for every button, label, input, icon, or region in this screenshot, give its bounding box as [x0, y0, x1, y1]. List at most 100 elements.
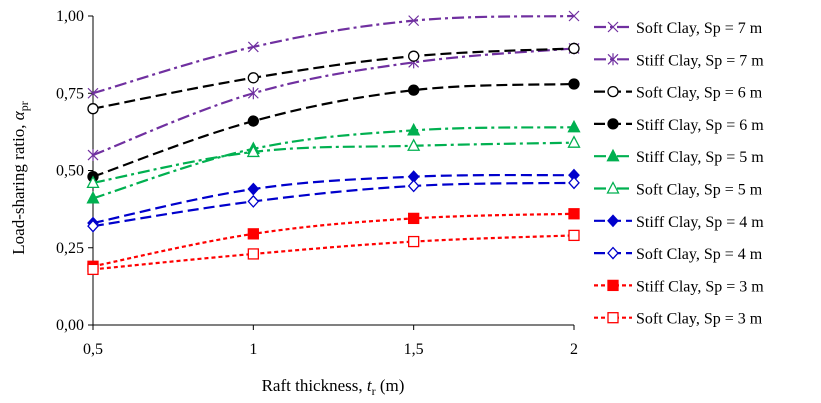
legend-label: Soft Clay, Sp = 4 m [636, 246, 763, 263]
data-point [86, 190, 100, 204]
series-line [92, 173, 575, 225]
data-point [247, 182, 260, 196]
x-axis-title-main: Raft thickness, [262, 376, 367, 395]
y-axis-title-sub: pr [17, 101, 31, 111]
legend-item: Stiff Clay, Sp = 3 m [594, 278, 764, 295]
data-point [87, 87, 99, 99]
legend-item: Soft Clay, Sp = 6 m [594, 85, 763, 102]
data-point [87, 263, 99, 276]
data-point [246, 144, 260, 158]
y-tick-label: 0,00 [56, 317, 84, 334]
data-point [568, 208, 580, 220]
series [86, 119, 581, 204]
data-point [607, 21, 619, 33]
legend-label: Soft Clay, Sp = 3 m [636, 311, 763, 328]
legend-label: Stiff Clay, Sp = 5 m [636, 149, 764, 166]
legend-item: Soft Clay, Sp = 4 m [594, 246, 763, 263]
data-point [568, 42, 580, 55]
data-point [87, 149, 99, 162]
legend-label: Stiff Clay, Sp = 6 m [636, 117, 764, 134]
data-point [247, 72, 259, 84]
legend-label: Stiff Clay, Sp = 3 m [636, 278, 764, 295]
y-axis-title-main: Load-sharing ratio, [9, 120, 28, 255]
data-point [567, 135, 581, 148]
axis-ticks: 0,00 0,25 0,50 0,75 1,00 0,5 1 1,5 2 [56, 8, 578, 358]
x-axis-title-unit: (m) [376, 376, 405, 395]
data-point [407, 179, 420, 193]
data-point [607, 214, 619, 228]
y-tick-label: 1,00 [56, 8, 84, 25]
legend-label: Soft Clay, Sp = 5 m [636, 182, 763, 199]
y-tick-label: 0,25 [56, 240, 84, 257]
data-point [568, 10, 580, 22]
x-axis-title-sub: r [372, 384, 376, 398]
data-point [408, 235, 420, 248]
x-tick-label: 0,5 [83, 341, 103, 358]
data-point [408, 50, 420, 62]
data-point [568, 176, 580, 190]
data-point [407, 122, 421, 136]
legend-item: Stiff Clay, Sp = 6 m [594, 117, 764, 134]
x-tick-label: 1,5 [404, 341, 424, 358]
data-point [407, 138, 421, 151]
data-point [86, 175, 100, 189]
series-line [92, 47, 575, 110]
data-point [247, 41, 259, 53]
data-point [568, 229, 580, 242]
series [87, 208, 580, 272]
data-point [247, 248, 259, 260]
series [87, 78, 580, 183]
data-point [247, 115, 259, 127]
legend: Soft Clay, Sp = 7 m Stiff Clay, Sp = 7 m S… [594, 20, 764, 328]
legend-label: Stiff Clay, Sp = 4 m [636, 214, 764, 231]
data-point [247, 194, 260, 208]
data-point [408, 15, 420, 27]
series [87, 10, 580, 99]
data-point [607, 118, 619, 130]
legend-item: Soft Clay, Sp = 7 m [594, 20, 763, 37]
x-tick-label: 1 [249, 341, 257, 358]
data-point [607, 279, 619, 292]
series-line [92, 141, 575, 184]
x-axis-title-symbol: t [367, 376, 373, 395]
series-line [92, 181, 575, 228]
y-axis-title-symbol: α [9, 110, 28, 120]
data-point [567, 119, 581, 133]
data-point [408, 84, 420, 96]
series-line [92, 212, 575, 268]
series-layer [86, 10, 581, 276]
series [86, 135, 581, 189]
data-point [606, 181, 620, 194]
data-point [87, 219, 99, 233]
y-tick-label: 0,50 [56, 163, 84, 180]
series [87, 176, 580, 233]
data-point [568, 78, 580, 90]
series [87, 168, 580, 230]
legend-item: Stiff Clay, Sp = 5 m [594, 148, 764, 166]
data-point [247, 87, 259, 100]
data-point [607, 312, 619, 324]
series-line [92, 82, 575, 178]
legend-item: Soft Clay, Sp = 3 m [594, 311, 763, 328]
plot-axes [92, 16, 574, 326]
series-line [92, 14, 575, 95]
data-point [607, 246, 619, 260]
legend-label: Soft Clay, Sp = 7 m [636, 20, 763, 37]
data-point [247, 228, 259, 240]
series-line [92, 47, 575, 157]
x-axis-title: Raft thickness, tr (m) [262, 376, 405, 398]
legend-label: Soft Clay, Sp = 6 m [636, 85, 763, 102]
series-line [92, 234, 575, 271]
x-tick-label: 2 [570, 341, 578, 358]
data-point [408, 212, 420, 225]
data-point [606, 148, 620, 162]
series [87, 42, 580, 115]
data-point [607, 53, 619, 66]
legend-item: Stiff Clay, Sp = 7 m [594, 52, 764, 69]
legend-label: Stiff Clay, Sp = 7 m [636, 52, 764, 69]
data-point [607, 85, 619, 98]
series [87, 229, 580, 276]
y-axis-title: Load-sharing ratio, αpr [9, 101, 31, 254]
legend-item: Stiff Clay, Sp = 4 m [594, 214, 764, 231]
